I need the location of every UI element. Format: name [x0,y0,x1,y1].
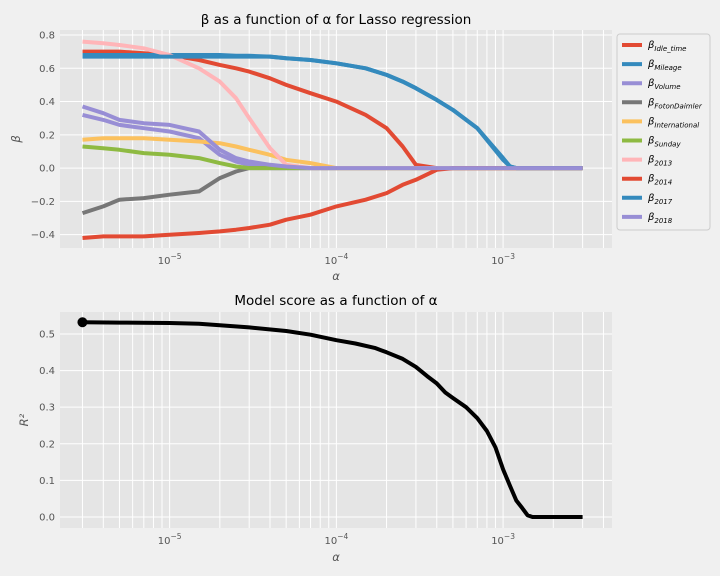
y-tick-label: −0.2 [31,197,55,208]
legend-entry: βMileage [647,59,682,72]
beta-chart: −0.4 −0.2 0.0 0.2 0.4 0.6 0.8 10−5 10−4 10−3 β as … [9,12,711,283]
y-tick-label: −0.4 [31,230,55,241]
legend-entry: βInternational [647,116,699,129]
legend: βIdle_time βMileage βVolume βFotonDaimler βI… [616,33,711,231]
y-tick-label: 0.8 [39,30,55,41]
chart-title: Model score as a function of α [234,293,437,309]
legend-entry: β2017 [647,193,673,206]
legend-entry: βFotonDaimler [647,97,703,110]
chart-title: β as a function of α for Lasso regressio… [201,12,472,28]
y-tick-label: 0.0 [39,164,55,175]
legend-entry: β2018 [647,212,673,225]
legend-entry: βSunday [647,136,681,149]
legend-entry: β2014 [647,174,672,187]
y-tick-label: 0.0 [39,513,55,524]
y-tick-label: 0.4 [39,97,55,108]
legend-entry: βIdle_time [647,40,686,53]
x-tick-label: 10−5 [158,532,182,547]
y-axis-label: R² [17,413,31,426]
y-axis-label: β [9,135,23,143]
series-line-2017 [82,54,583,171]
score-chart: 0.0 0.1 0.2 0.3 0.4 0.5 10−5 10−4 10−3 Model scor… [17,293,612,564]
x-axis-label: α [332,269,340,283]
start-marker [77,317,88,328]
y-tick-label: 0.2 [39,439,55,450]
x-tick-label: 10−3 [491,532,515,547]
y-tick-label: 0.3 [39,403,55,414]
legend-entry: β2013 [647,155,672,168]
legend-entry: βVolume [647,78,681,91]
x-tick-label: 10−3 [491,252,515,267]
series-line-2018 [81,104,583,171]
x-tick-label: 10−4 [324,252,348,267]
series-line [82,320,583,519]
y-tick-label: 0.4 [39,366,55,377]
x-axis-label: α [332,550,340,564]
y-tick-label: 0.1 [39,476,55,487]
x-tick-label: 10−4 [324,532,348,547]
y-tick-label: 0.6 [39,64,55,75]
y-tick-label: 0.2 [39,130,55,141]
x-tick-label: 10−5 [158,252,182,267]
y-tick-label: 0.5 [39,329,55,340]
